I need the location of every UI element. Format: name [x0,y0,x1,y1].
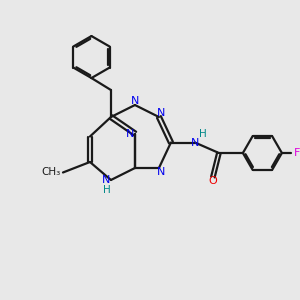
Text: H: H [103,185,110,196]
Text: N: N [126,128,135,139]
Text: H: H [199,129,206,139]
Text: N: N [191,137,199,148]
Text: CH₃: CH₃ [41,167,61,178]
Text: N: N [131,96,139,106]
Text: N: N [157,167,166,177]
Text: F: F [294,148,300,158]
Text: N: N [102,175,111,185]
Text: N: N [157,108,166,118]
Text: O: O [208,176,217,186]
